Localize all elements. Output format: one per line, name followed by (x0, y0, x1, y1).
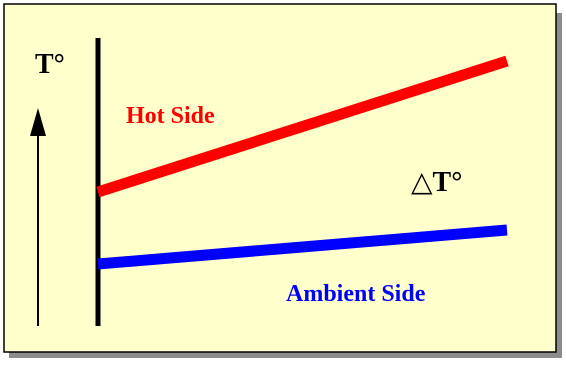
hot-side-label: Hot Side (126, 103, 215, 129)
diagram-panel (3, 3, 557, 353)
ambient-side-label: Ambient Side (286, 281, 426, 307)
temperature-label: T° (35, 49, 65, 80)
delta-temperature-label: △T° (411, 167, 462, 198)
up-arrow-icon (30, 108, 46, 136)
ambient-side-line (97, 224, 508, 270)
hot-side-line (96, 55, 509, 198)
